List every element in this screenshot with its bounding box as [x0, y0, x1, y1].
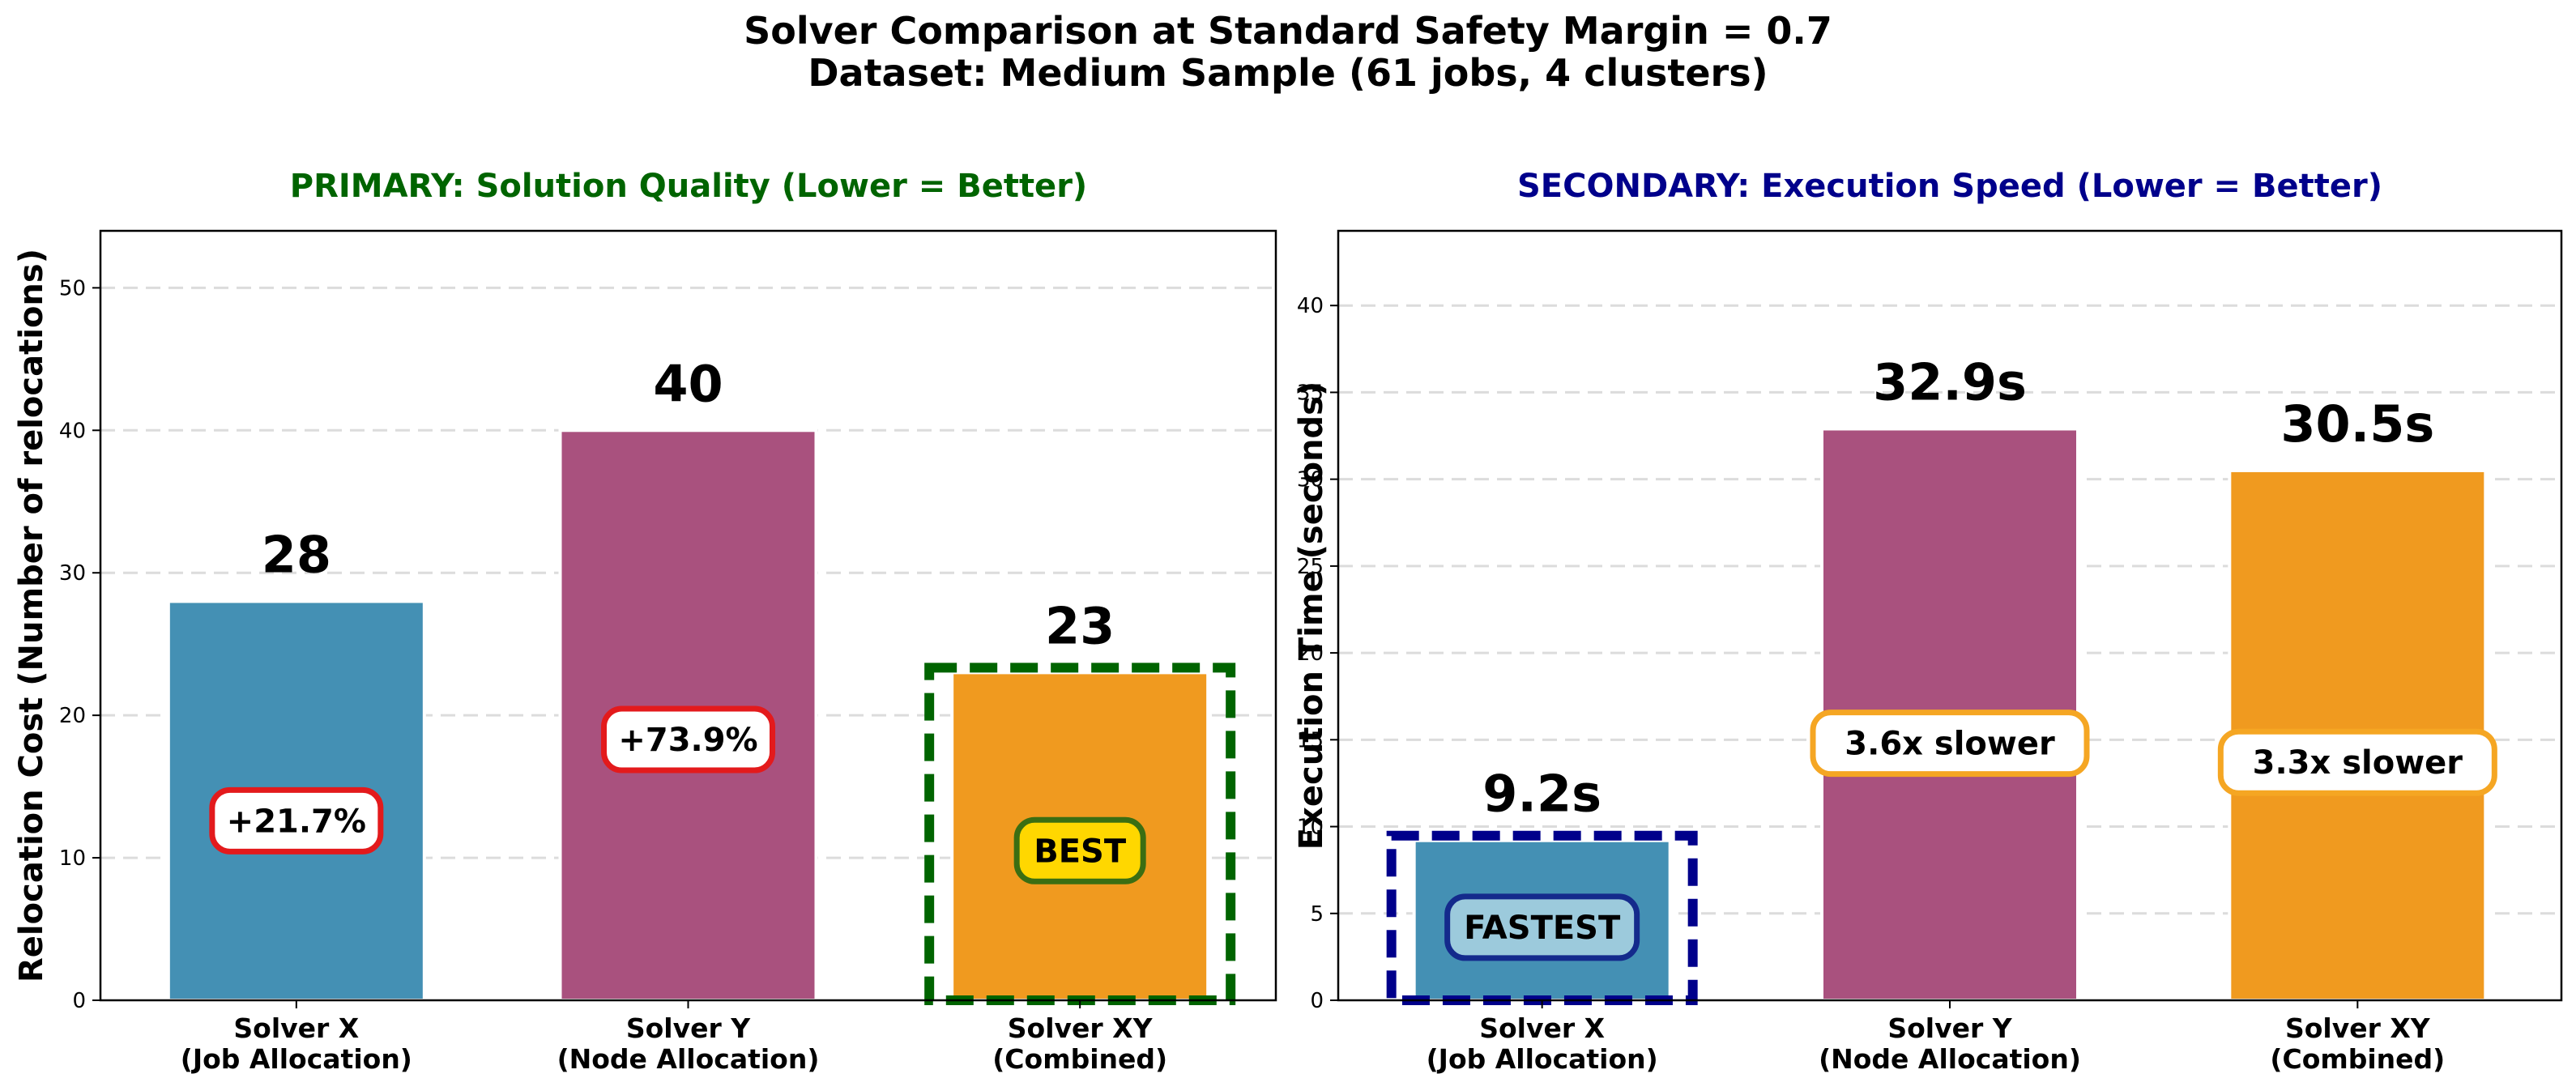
quality-chart-panel: PRIMARY: Solution Quality (Lower = Bette…: [13, 168, 1277, 1075]
value-label: 23: [1045, 596, 1115, 655]
y-tick-label: 30: [1297, 468, 1324, 492]
x-tick-label: Solver Y: [1887, 1012, 2012, 1044]
x-tick-label: Solver Y: [626, 1012, 751, 1044]
figure-title-line-1: Solver Comparison at Standard Safety Mar…: [744, 9, 1832, 53]
x-tick-label: (Job Allocation): [181, 1043, 412, 1075]
y-tick-label: 20: [1297, 641, 1324, 666]
y-tick-label: 40: [1297, 294, 1324, 318]
y-tick-label: 15: [1297, 728, 1324, 752]
value-label: 30.5s: [2280, 394, 2434, 454]
value-label: 28: [262, 525, 331, 584]
annotation-box: [601, 705, 775, 774]
annotation-label: +21.7%: [227, 803, 366, 840]
x-tick-label: (Combined): [992, 1043, 1167, 1075]
figure-title-line-2: Dataset: Medium Sample (61 jobs, 4 clust…: [808, 51, 1768, 95]
plot-frame: [99, 229, 1277, 1002]
y-axis-label: Execution Time (seconds): [1293, 381, 1330, 850]
panel-title: PRIMARY: Solution Quality (Lower = Bette…: [290, 168, 1087, 205]
value-label: 9.2s: [1482, 765, 1601, 824]
y-tick-label: 5: [1310, 902, 1324, 927]
value-label: 40: [653, 354, 723, 413]
panel-title: SECONDARY: Execution Speed (Lower = Bett…: [1517, 168, 2382, 205]
x-tick-label: Solver XY: [2285, 1012, 2431, 1044]
annotation-label: +73.9%: [618, 722, 757, 759]
y-tick-label: 30: [59, 561, 86, 586]
y-tick-label: 0: [1310, 989, 1324, 1013]
y-tick-label: 35: [1297, 381, 1324, 405]
annotation-box: [1810, 710, 2090, 778]
annotation-box: [1444, 893, 1640, 961]
y-tick-label: 10: [59, 846, 86, 871]
y-tick-label: 10: [1297, 816, 1324, 840]
annotation-label: BEST: [1034, 833, 1127, 870]
annotation-box: [2217, 728, 2497, 796]
x-tick-label: (Node Allocation): [1819, 1043, 2081, 1075]
x-tick-label: Solver XY: [1008, 1012, 1154, 1044]
x-tick-label: Solver X: [233, 1012, 359, 1044]
annotation-label: 3.3x slower: [2253, 744, 2463, 782]
y-tick-label: 0: [72, 989, 86, 1013]
x-tick-label: (Combined): [2270, 1043, 2445, 1075]
y-tick-label: 20: [59, 704, 86, 728]
x-tick-label: (Node Allocation): [557, 1043, 820, 1075]
y-tick-label: 40: [59, 419, 86, 443]
plot-frame: [1337, 229, 2563, 1002]
value-label: 32.9s: [1873, 352, 2027, 411]
y-tick-label: 50: [59, 276, 86, 300]
x-tick-label: Solver X: [1479, 1012, 1605, 1044]
annotation-label: FASTEST: [1464, 910, 1621, 947]
y-axis-label: Relocation Cost (Number of relocations): [13, 249, 50, 982]
annotation-box: [209, 786, 384, 854]
x-tick-label: (Job Allocation): [1427, 1043, 1658, 1075]
y-tick-label: 25: [1297, 555, 1324, 579]
annotation-box: [1013, 816, 1146, 884]
speed-chart-panel: SECONDARY: Execution Speed (Lower = Bett…: [1293, 168, 2563, 1075]
annotation-label: 3.6x slower: [1845, 726, 2055, 763]
